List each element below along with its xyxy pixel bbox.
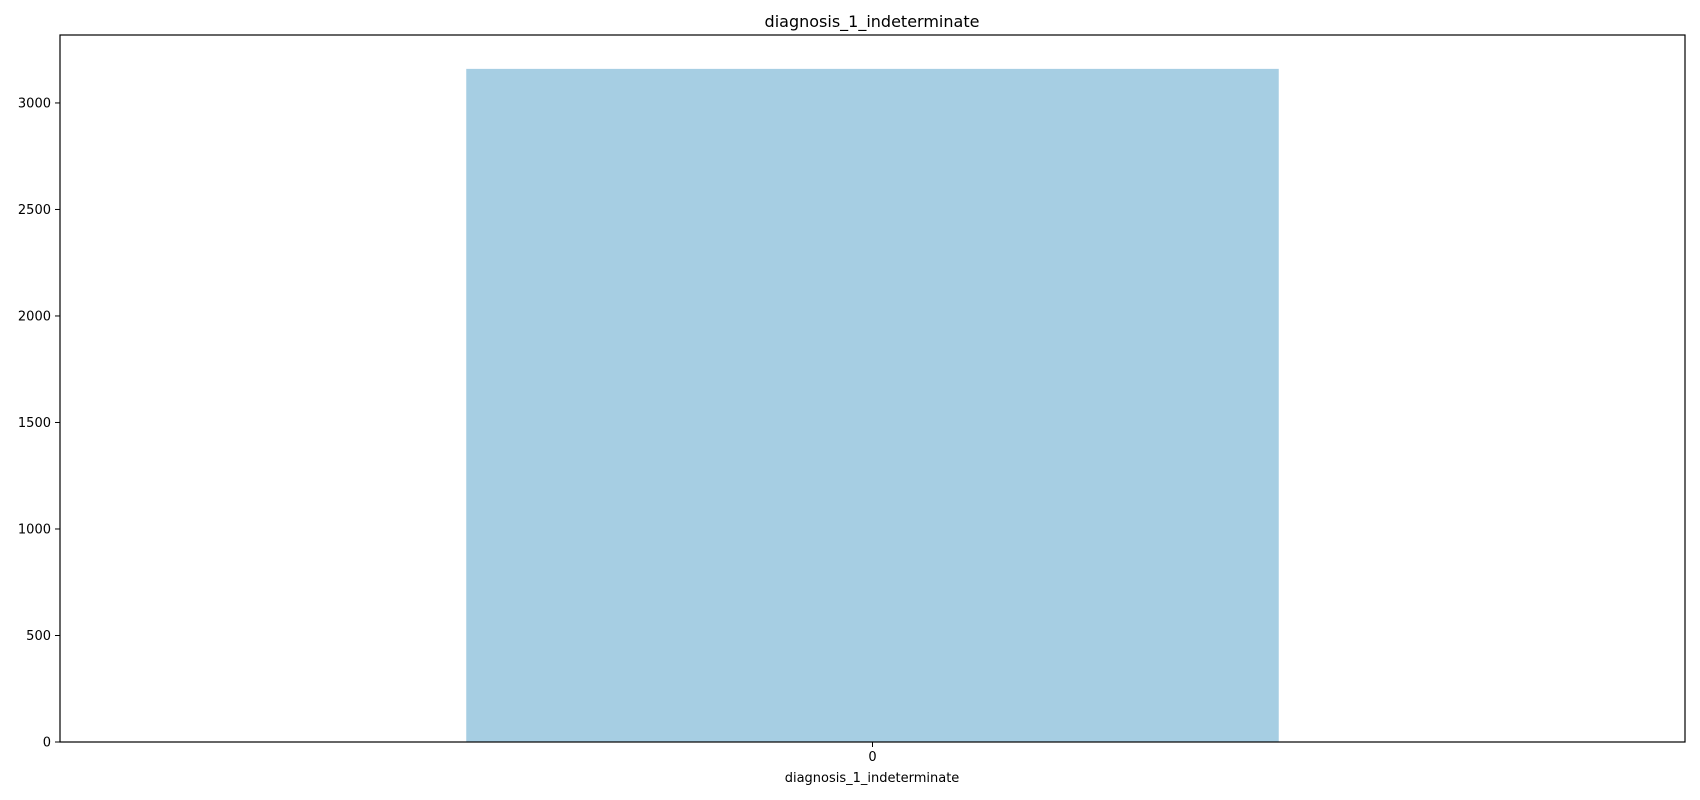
y-tick-label: 500	[26, 629, 51, 644]
y-tick-label: 0	[43, 736, 51, 751]
chart-title: diagnosis_1_indeterminate	[765, 12, 980, 32]
y-tick-label: 2000	[18, 309, 51, 324]
y-tick-label: 3000	[18, 96, 51, 111]
x-axis: 0	[868, 742, 877, 765]
y-tick-label: 2500	[18, 203, 51, 218]
x-axis-label: diagnosis_1_indeterminate	[785, 771, 960, 786]
y-axis: 0 500 1000 1500 2000 2500 3000	[18, 96, 60, 751]
y-tick-label: 1000	[18, 522, 51, 537]
x-tick-label: 0	[868, 750, 876, 765]
plot-frame	[59, 34, 1686, 743]
y-tick-label: 1500	[18, 416, 51, 431]
plot-area	[466, 68, 1279, 743]
bar-0	[466, 68, 1279, 743]
